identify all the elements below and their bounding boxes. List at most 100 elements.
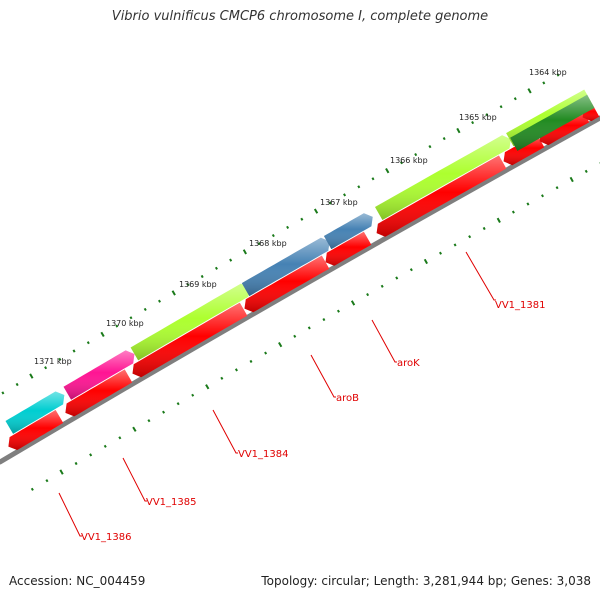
tick-mark (428, 144, 432, 149)
tick-mark (400, 161, 403, 165)
tick-mark (176, 402, 180, 406)
tick-mark (485, 113, 489, 117)
tick-mark (171, 290, 176, 296)
tick-mark (200, 274, 204, 279)
tick-mark (380, 284, 384, 288)
kbp-label-1369: 1369 kbp (179, 280, 217, 289)
feature-green-1-shade (510, 94, 595, 151)
tick-mark (100, 331, 105, 338)
tick-mark (453, 243, 457, 247)
tick-marks (1, 73, 600, 491)
tick-mark (162, 410, 166, 414)
feature-red-6-shade (376, 155, 507, 237)
feature-red-7-shade (503, 134, 545, 166)
tick-mark (278, 341, 283, 348)
tick-mark (511, 210, 515, 214)
tick-mark (482, 226, 486, 231)
tick-mark (328, 201, 332, 205)
kbp-label-1366: 1366 kbp (390, 156, 428, 165)
tick-mark (15, 382, 19, 387)
tick-mark (385, 168, 390, 174)
feature-red-2-shade (65, 369, 133, 417)
tick-mark (158, 299, 161, 303)
tick-mark (1, 391, 5, 395)
gene-label-vv1-1386: VV1_1386 (81, 532, 132, 543)
tick-mark (59, 469, 64, 475)
tick-mark (439, 251, 442, 255)
chromosome-backbone (0, 115, 600, 465)
feature-vv1-1384-shade (130, 283, 250, 361)
tick-mark (526, 202, 530, 206)
tick-mark (264, 351, 268, 355)
tick-mark (286, 225, 290, 229)
tick-mark (205, 384, 210, 390)
tick-mark (423, 258, 428, 265)
tick-mark (115, 324, 119, 328)
tick-mark (556, 73, 560, 77)
gene-label-arob: aroB (336, 393, 359, 404)
tick-mark (366, 293, 370, 297)
tick-mark (313, 208, 319, 214)
gene-label-arok: aroK (397, 358, 420, 369)
gene-leader-lines (58, 251, 496, 537)
tick-mark (513, 97, 517, 101)
tick-mark (293, 334, 297, 338)
kbp-label-1367: 1367 kbp (320, 198, 358, 207)
feature-vv1-1385-shade (63, 350, 135, 400)
feature-red-5-shade (325, 231, 372, 266)
map-title: Vibrio vulnificus CMCP6 chromosome I, co… (111, 9, 489, 24)
tick-mark (322, 318, 326, 322)
tick-mark (395, 276, 399, 280)
tick-mark (89, 453, 93, 457)
tick-mark (496, 217, 501, 223)
tick-mark (307, 326, 311, 330)
tick-mark (357, 185, 361, 189)
tick-mark (29, 373, 34, 379)
kbp-label-1370: 1370 kbp (106, 319, 144, 328)
tick-mark (86, 341, 90, 345)
feature-vv1-1381-shade (375, 135, 511, 220)
tick-mark (30, 487, 34, 491)
tick-mark (471, 121, 475, 125)
tick-mark (234, 368, 238, 372)
tick-mark (584, 169, 588, 174)
leader-line-vv1-1384 (212, 409, 238, 454)
tick-mark (499, 105, 503, 109)
tick-mark (147, 419, 151, 423)
tick-mark (249, 359, 253, 363)
tick-mark (409, 268, 413, 272)
tick-mark (72, 349, 76, 353)
leader-line-arob (310, 354, 336, 398)
leader-line-vv1-1381 (465, 251, 496, 301)
tick-mark (555, 186, 559, 190)
tick-mark (143, 307, 147, 312)
feature-vv1-1386-shade (5, 391, 65, 434)
kbp-label-1368: 1368 kbp (249, 239, 287, 248)
tick-mark (242, 249, 247, 255)
tick-mark (541, 194, 544, 198)
leader-line-vv1-1385 (122, 457, 147, 502)
tick-mark (58, 357, 62, 361)
tick-mark (45, 479, 49, 483)
kbp-label-1365: 1365 kbp (459, 113, 497, 122)
tick-mark (527, 88, 532, 94)
tick-mark (456, 127, 461, 134)
feature-red-4-shade (244, 255, 330, 313)
gene-features (5, 89, 600, 450)
tick-mark (103, 444, 107, 448)
tick-mark (44, 366, 48, 370)
accession-text: Accession: NC_004459 (9, 574, 146, 588)
inner-tick-ring (30, 162, 600, 491)
gene-label-vv1-1381: VV1_1381 (495, 300, 546, 311)
tick-mark (132, 426, 137, 432)
tick-mark (129, 316, 133, 320)
tick-mark (350, 300, 356, 306)
tick-mark (74, 461, 78, 466)
tick-mark (569, 176, 574, 183)
outer-tick-ring (1, 73, 560, 395)
tick-mark (414, 153, 418, 157)
tick-mark (191, 393, 195, 397)
kbp-label-1371: 1371 kbp (34, 357, 72, 366)
